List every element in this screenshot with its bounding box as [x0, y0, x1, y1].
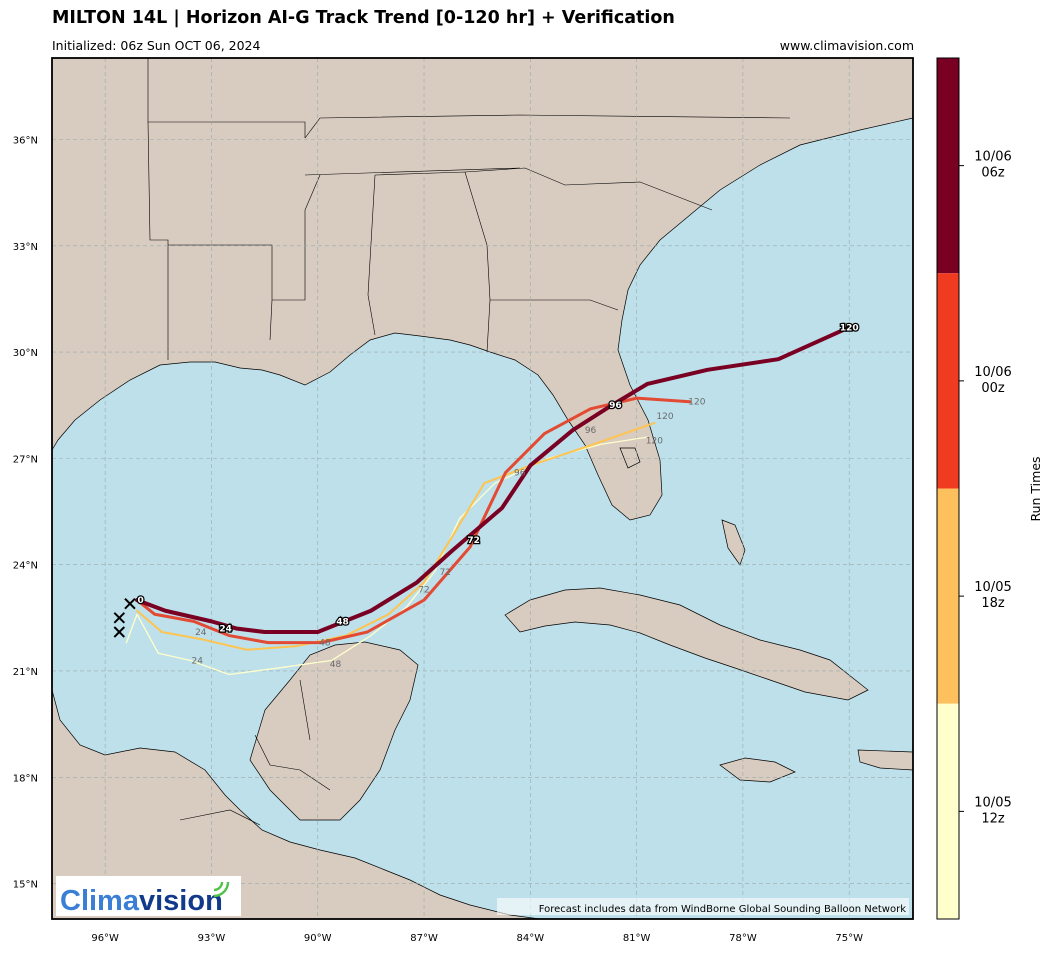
track-line [135, 325, 852, 634]
state-border [147, 58, 306, 138]
state-border [367, 174, 376, 336]
track-hour-label: 0 [137, 596, 143, 606]
colorbar-tick-label: 10/05 18z [974, 580, 1011, 611]
state-border [304, 167, 521, 176]
state-border [299, 679, 311, 741]
land-shape [719, 757, 796, 783]
lat-tick-label: 21°N [13, 667, 38, 678]
colorbar-band [937, 703, 959, 919]
lon-tick-label: 90°W [304, 933, 332, 944]
state-border [490, 299, 619, 311]
land-shape [52, 689, 541, 919]
lon-tick-label: 84°W [517, 933, 545, 944]
lat-tick-label: 30°N [13, 348, 38, 359]
init-time: Initialized: 06z Sun OCT 06, 2024 [52, 38, 261, 53]
lat-tick-label: 27°N [13, 454, 38, 465]
track-hour-label: 48 [336, 617, 349, 627]
state-border [464, 167, 713, 211]
lat-tick-label: 18°N [13, 773, 38, 784]
lon-tick-label: 75°W [835, 933, 863, 944]
footer-note: Forecast includes data from WindBorne Gl… [539, 904, 906, 915]
track-labels: 24 48 96 120 48 72 120 24 72 96 120 0 24 48 72 96 120 [136, 322, 860, 670]
land-shape [619, 447, 641, 469]
colorbar-band [937, 273, 959, 489]
state-border [179, 809, 261, 826]
track-hour-label: 96 [514, 469, 526, 479]
grid-layer [52, 58, 913, 919]
colorbar-band [937, 488, 959, 704]
verification-x-mark [113, 626, 126, 638]
verification-marks [113, 597, 136, 638]
track-hour-label: 24 [192, 656, 204, 666]
lon-tick-label: 93°W [198, 933, 226, 944]
lat-tick-label: 15°N [13, 880, 38, 891]
land-shape [504, 587, 869, 701]
colorbar-tick-label: 10/05 12z [974, 795, 1011, 826]
axis-ticks: 96°W 93°W 90°W 87°W 84°W 81°W 78°W 75°W 15°N 18°N… [13, 135, 863, 944]
state-border [272, 174, 321, 301]
climavision-logo: Climavision [56, 876, 241, 917]
signal-icon [213, 881, 230, 898]
land-shape [52, 58, 913, 521]
map-frame [51, 57, 914, 920]
land-layer [52, 58, 913, 919]
state-border [168, 244, 273, 341]
lat-tick-label: 33°N [13, 242, 38, 253]
track-line [135, 396, 692, 645]
lon-tick-label: 81°W [623, 933, 651, 944]
tracks-layer [125, 325, 852, 676]
colorbar-band [937, 58, 959, 274]
state-border [319, 114, 791, 119]
state-border [374, 171, 491, 353]
logo-text-b: vision [139, 885, 223, 917]
map-body: 24 48 96 120 48 72 120 24 72 96 120 0 24 48 72 96 120 [52, 58, 913, 919]
land-shape [721, 519, 746, 566]
track-hour-label: 96 [585, 426, 597, 436]
state-border [147, 121, 169, 360]
logo-text-a: Clima [60, 885, 140, 917]
track-hour-label: 48 [319, 639, 331, 649]
track-hour-label: 120 [840, 323, 859, 333]
verification-x-mark [113, 612, 126, 624]
colorbar-frame [936, 57, 960, 920]
state-border [254, 734, 331, 791]
track-hour-label: 48 [330, 660, 342, 670]
land-shape [857, 749, 913, 771]
colorbar-tick-label: 10/06 06z [974, 150, 1011, 181]
lon-tick-label: 96°W [91, 933, 119, 944]
track-hour-label: 120 [646, 437, 663, 447]
lat-tick-label: 36°N [13, 135, 38, 146]
land-shape [249, 641, 419, 821]
chart-title: MILTON 14L | Horizon AI-G Track Trend [0… [52, 8, 675, 28]
lat-tick-label: 24°N [13, 561, 38, 572]
colorbar-label: Run Times [1028, 456, 1043, 521]
track-hour-label: 24 [219, 624, 232, 634]
lon-tick-label: 87°W [410, 933, 438, 944]
track-hour-label: 120 [688, 398, 705, 408]
colorbar-tick-label: 10/06 00z [974, 365, 1011, 396]
track-hour-label: 72 [440, 568, 451, 578]
svg-text:Climavision: Climavision [60, 885, 223, 917]
note-bg [497, 898, 909, 915]
track-hour-label: 72 [418, 585, 429, 595]
colorbar: 10/06 06z 10/06 00z 10/05 18z 10/05 12z [936, 57, 1012, 920]
verification-x-mark [124, 597, 136, 610]
website-url: www.climavision.com [779, 38, 914, 53]
track-hour-label: 120 [656, 412, 673, 422]
track-hour-label: 72 [467, 536, 480, 546]
lon-tick-label: 78°W [729, 933, 757, 944]
track-hour-label: 96 [609, 401, 622, 411]
track-hour-label: 24 [195, 628, 207, 638]
